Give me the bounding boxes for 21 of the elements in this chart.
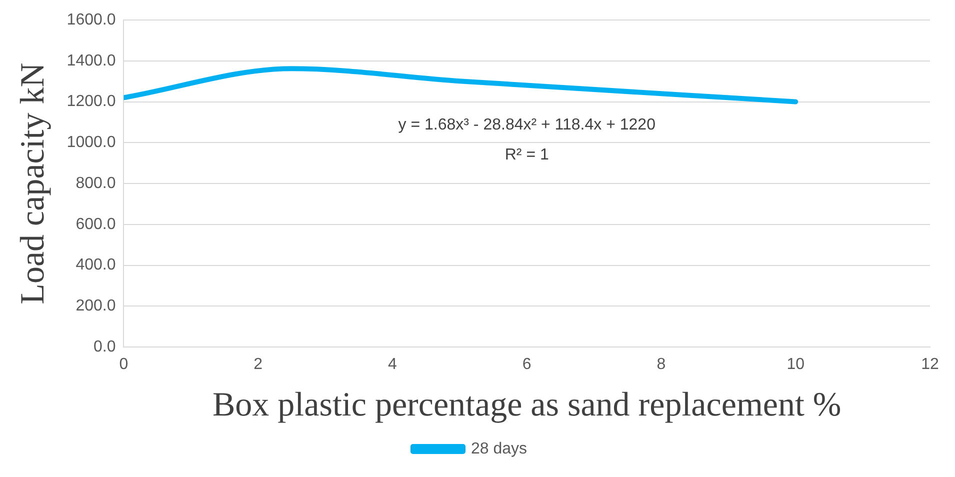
- y-tick-label: 1000.0: [66, 134, 116, 152]
- x-tick-label: 4: [388, 356, 398, 374]
- y-tick-label: 200.0: [76, 298, 116, 315]
- legend-label: 28 days: [470, 440, 528, 458]
- y-tick-label: 1200.0: [66, 93, 116, 110]
- x-tick-label: 6: [522, 356, 532, 374]
- y-tick-label: 800.0: [76, 174, 116, 192]
- x-tick-label: 2: [254, 356, 263, 374]
- annotation: y = 1.68x³ - 28.84x² + 118.4x + 1220: [398, 116, 656, 134]
- y-tick-label: 600.0: [76, 216, 116, 233]
- annotation: R² = 1: [504, 146, 549, 164]
- y-axis-title: Load capacity kN: [14, 62, 52, 304]
- y-tick-label: 1400.0: [66, 52, 116, 70]
- y-tick-label: 0.0: [93, 338, 116, 356]
- x-tick-label: 12: [921, 356, 939, 374]
- x-axis-title: Box plastic percentage as sand replacement %: [212, 386, 842, 424]
- x-tick-label: 10: [786, 356, 805, 374]
- x-tick-label: 8: [656, 356, 666, 374]
- y-tick-label: 1600.0: [66, 11, 116, 28]
- x-tick-label: 0: [119, 356, 128, 374]
- y-tick-label: 400.0: [76, 256, 116, 274]
